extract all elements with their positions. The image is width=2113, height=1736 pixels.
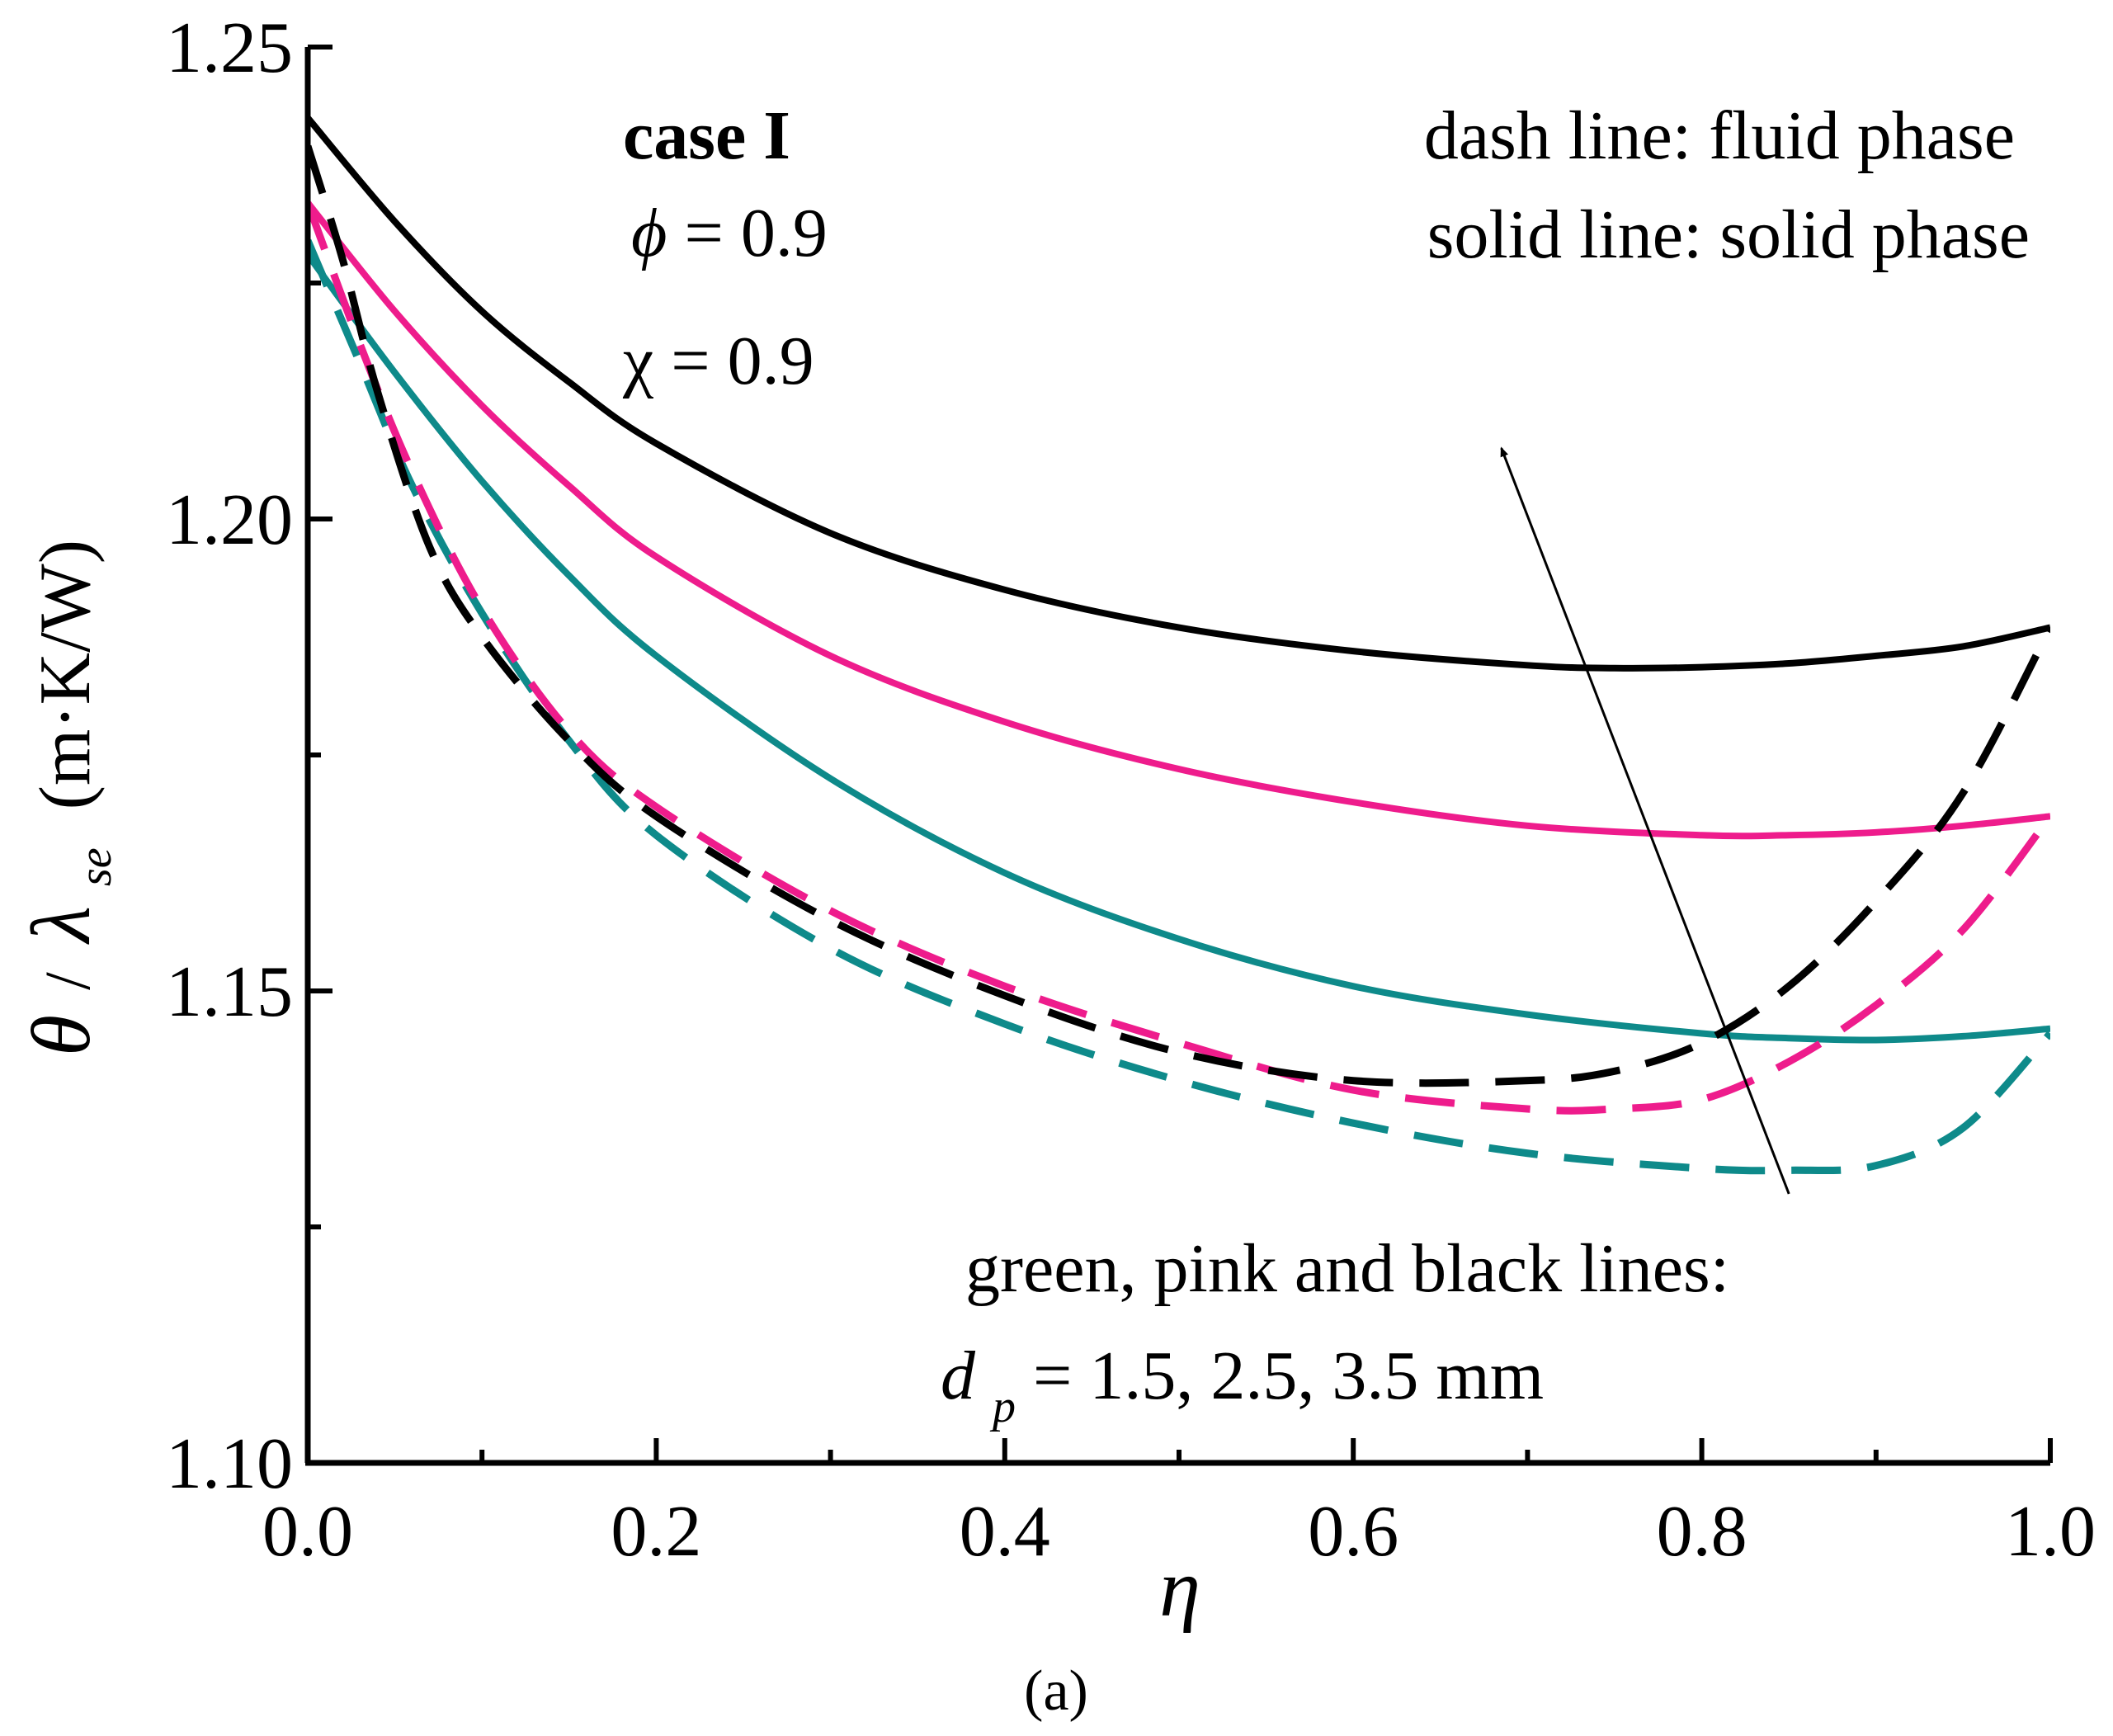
y-axis-label: θ / λ se (m·K/W) <box>15 540 128 1056</box>
y-label-theta: θ <box>15 1015 108 1056</box>
y-tick-label: 1.20 <box>166 480 293 560</box>
y-label-subscript: se <box>70 847 121 886</box>
y-label-lambda: λ <box>15 906 108 945</box>
solid-phase-line-1 <box>308 252 2050 1044</box>
legend-solid-text: solid line: solid phase <box>1427 196 2030 273</box>
colors-annotation: green, pink and black lines: <box>965 1230 1729 1307</box>
phi-symbol: ϕ <box>631 195 667 271</box>
legend-dash-text: dash line: fluid phase <box>1424 97 2015 174</box>
dp-symbol: d <box>941 1337 976 1414</box>
y-tick-label: 1.25 <box>166 8 293 88</box>
dp-annotation: d p = 1.5, 2.5, 3.5 mm <box>941 1337 1544 1437</box>
x-tick-label: 0.2 <box>611 1492 701 1572</box>
phi-annotation: ϕ = 0.9 <box>631 195 828 271</box>
solid-phase-line-3 <box>308 116 2050 672</box>
phi-value: = 0.9 <box>684 195 827 271</box>
trend-arrow <box>1500 446 1790 1195</box>
caption-text: (a) <box>1024 1659 1088 1723</box>
x-axis-label: η <box>1159 1542 1200 1634</box>
y-label-slash: / <box>31 972 103 990</box>
x-tick-label: 0.6 <box>1308 1492 1398 1572</box>
x-tick-label: 0.8 <box>1657 1492 1747 1572</box>
chi-annotation: χ = 0.9 <box>622 323 814 399</box>
series-layer <box>308 116 2050 1175</box>
y-label-units: (m·K/W) <box>26 540 106 809</box>
x-tick-label: 0.0 <box>262 1492 353 1572</box>
ticks-layer: 0.0 0.2 0.4 0.6 0.8 1.0 1.10 1.15 1.20 1.25 <box>166 8 2096 1572</box>
y-tick-label: 1.15 <box>166 952 293 1032</box>
y-tick-label: 1.10 <box>166 1424 293 1504</box>
x-tick-label: 0.4 <box>960 1492 1050 1572</box>
dp-subscript: p <box>989 1381 1016 1432</box>
solid-phase-line-2 <box>308 200 2050 840</box>
fluid-phase-line-2 <box>308 201 2050 1115</box>
dp-values: = 1.5, 2.5, 3.5 mm <box>1033 1337 1544 1414</box>
x-tick-label: 1.0 <box>2005 1492 2096 1572</box>
case-label: case I <box>623 97 790 174</box>
fluid-phase-line-3 <box>308 144 2050 1087</box>
figure-caption: (a) <box>1024 1659 1088 1723</box>
